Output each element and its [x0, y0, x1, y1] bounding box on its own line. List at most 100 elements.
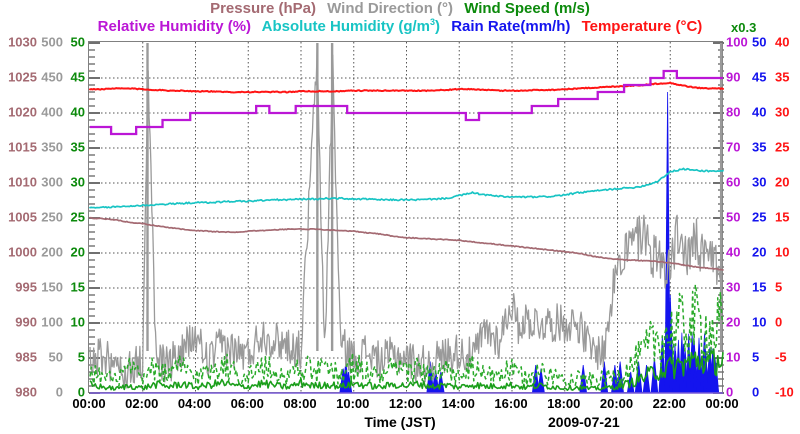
axis-tick-rain-rate: 20: [752, 244, 767, 260]
series-wind-direction: [89, 43, 723, 390]
x-tick-label: 00:00: [72, 396, 106, 411]
x-tick-label: 20:00: [599, 396, 634, 411]
axis-tick-relative-humidity: 10: [726, 349, 741, 365]
x-axis-date: 2009-07-21: [548, 414, 620, 430]
axis-temperature-labels: 40 35 30 25 20 15 10 5 0 -5 -10: [775, 0, 800, 434]
legend-absolute-humidity-text: Absolute Humidity (g/m: [261, 18, 431, 35]
x-tick-label: 14:00: [441, 396, 475, 411]
legend-absolute-humidity-tail: ): [435, 18, 441, 35]
axis-tick-pressure: 1000: [8, 244, 37, 260]
x-tick-label: 16:00: [494, 396, 528, 411]
axis-tick-wind-speed: 0: [77, 384, 85, 400]
x-axis-title: Time (JST): [364, 414, 436, 430]
axis-tick-rain-rate: 30: [752, 174, 767, 190]
axis-tick-relative-humidity: 0: [726, 384, 734, 400]
axis-tick-wind-speed: 5: [77, 349, 85, 365]
axis-tick-pressure: 1025: [8, 69, 37, 85]
axis-tick-pressure: 995: [15, 279, 37, 295]
axis-tick-relative-humidity: 70: [726, 139, 741, 155]
axis-tick-relative-humidity: 30: [726, 279, 741, 295]
axis-tick-wind-direction: 450: [41, 69, 63, 85]
axis-tick-temperature: 20: [775, 174, 790, 190]
x-tick-label: 00:00: [705, 396, 739, 411]
axis-tick-wind-speed: 45: [70, 69, 85, 85]
axis-tick-temperature: -10: [775, 384, 794, 400]
scale-note-label: x0.3: [731, 20, 757, 35]
axis-tick-rain-rate: 40: [752, 104, 767, 120]
chart-canvas[interactable]: [89, 42, 724, 394]
legend-line-pressure-winddir-windspeed: Pressure (hPa) Wind Direction (°) Wind S…: [0, 0, 800, 17]
x-tick-label: 04:00: [177, 396, 212, 411]
axis-tick-wind-direction: 0: [55, 384, 63, 400]
axis-tick-relative-humidity: 20: [726, 314, 741, 330]
legend-relative-humidity: Relative Humidity (%): [97, 18, 252, 35]
axis-tick-rain-rate: 15: [752, 279, 767, 295]
chart-plot-area[interactable]: [88, 41, 724, 394]
axis-tick-pressure: 1010: [8, 174, 37, 190]
legend-rain-rate: Rain Rate(mm/h): [451, 18, 571, 35]
axis-tick-pressure: 1030: [8, 34, 37, 50]
axis-tick-wind-speed: 20: [70, 244, 85, 260]
axis-rain-rate-labels: 50 45 40 35 30 25 20 15 10 5 0: [752, 0, 800, 434]
legend-temperature: Temperature (°C): [581, 18, 703, 35]
axis-tick-rain-rate: 45: [752, 69, 767, 85]
legend-absolute-humidity: Absolute Humidity (g/m3): [261, 17, 441, 36]
axis-tick-pressure: 985: [15, 349, 37, 365]
axis-tick-temperature: 10: [775, 244, 790, 260]
axis-tick-pressure: 1015: [8, 139, 37, 155]
series-absolute-humidity: [89, 167, 724, 209]
axis-tick-wind-direction: 200: [41, 244, 63, 260]
axis-tick-wind-direction: 350: [41, 139, 63, 155]
axis-tick-pressure: 990: [15, 314, 37, 330]
axis-tick-wind-direction: 150: [41, 279, 63, 295]
axis-tick-rain-rate: 0: [752, 384, 760, 400]
axis-tick-wind-speed: 35: [70, 139, 85, 155]
series-wind-speed-gust: [89, 283, 724, 388]
legend-wind-direction: Wind Direction (°): [327, 0, 454, 17]
axis-tick-wind-direction: 500: [41, 34, 63, 50]
series-temperature: [89, 81, 724, 94]
axis-tick-wind-direction: 100: [41, 314, 63, 330]
axis-wind-direction-labels: 500 450 400 350 300 250 200 150 100 50 0: [0, 0, 63, 434]
axis-wind-speed-labels: 50 45 40 35 30 25 20 15 10 5 0: [0, 0, 85, 434]
axis-tick-rain-rate: 10: [752, 314, 767, 330]
axis-tick-temperature: 15: [775, 209, 790, 225]
axis-tick-relative-humidity: 60: [726, 174, 741, 190]
axis-tick-temperature: -5: [775, 349, 787, 365]
axis-tick-temperature: 35: [775, 69, 790, 85]
series-rain-rate: [339, 91, 720, 394]
axis-tick-rain-rate: 35: [752, 139, 767, 155]
axis-tick-relative-humidity: 40: [726, 244, 741, 260]
axis-tick-wind-speed: 10: [70, 314, 85, 330]
x-tick-label: 12:00: [388, 396, 423, 411]
axis-tick-rain-rate: 50: [752, 34, 767, 50]
axis-tick-pressure: 980: [15, 384, 37, 400]
axis-tick-pressure: 1020: [8, 104, 37, 120]
x-tick-label: 10:00: [336, 396, 370, 411]
series-relative-humidity: [90, 69, 723, 136]
legend-line-humidity-rain-temperature: Relative Humidity (%) Absolute Humidity …: [0, 17, 800, 36]
axis-tick-wind-speed: 40: [70, 104, 85, 120]
axis-tick-wind-speed: 25: [70, 209, 85, 225]
axis-tick-temperature: 25: [775, 139, 790, 155]
axis-relative-humidity-labels: 100 90 80 70 60 50 40 30 20 10 0: [726, 0, 800, 434]
legend-wind-speed: Wind Speed (m/s): [464, 0, 590, 17]
legend-pressure: Pressure (hPa): [210, 0, 316, 17]
x-tick-label: 02:00: [125, 396, 159, 411]
axis-tick-temperature: 0: [775, 314, 783, 330]
x-tick-label: 18:00: [547, 396, 581, 411]
axis-tick-wind-speed: 50: [70, 34, 85, 50]
axis-tick-relative-humidity: 90: [726, 69, 741, 85]
axis-tick-temperature: 40: [775, 34, 790, 50]
axis-tick-wind-direction: 50: [48, 349, 63, 365]
x-tick-label: 06:00: [230, 396, 264, 411]
legend-absolute-humidity-exponent: 3: [430, 17, 436, 27]
axis-tick-pressure: 1005: [8, 209, 37, 225]
series-pressure: [89, 216, 724, 271]
axis-tick-rain-rate: 5: [752, 349, 760, 365]
x-tick-label: 22:00: [652, 396, 686, 411]
axis-tick-temperature: 30: [775, 104, 790, 120]
x-tick-label: 08:00: [283, 396, 317, 411]
series-wind-speed-mean: [89, 348, 724, 391]
axis-tick-relative-humidity: 80: [726, 104, 741, 120]
